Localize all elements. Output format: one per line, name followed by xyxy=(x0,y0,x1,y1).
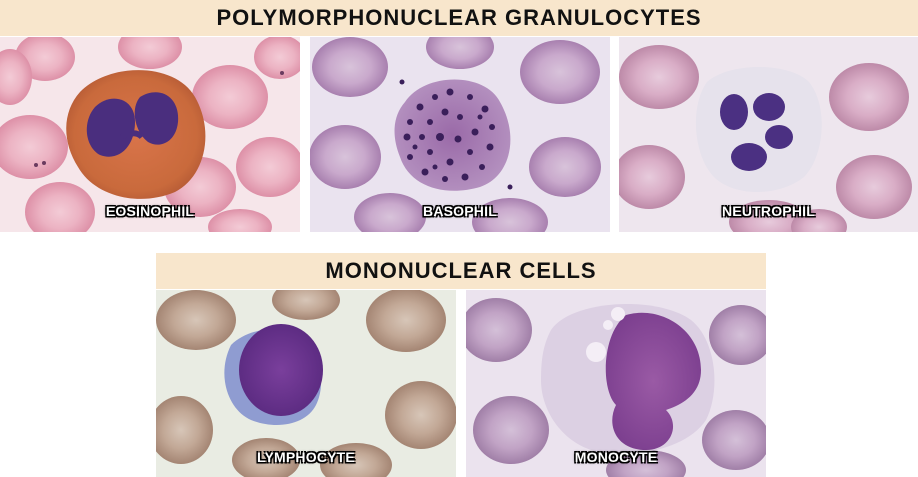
red-blood-cell xyxy=(729,200,809,232)
monocyte-label: MONOCYTE xyxy=(574,449,658,465)
eosinophil-image xyxy=(0,37,300,232)
header-mononuclear-cells: MONONUCLEAR CELLS xyxy=(156,253,766,289)
red-blood-cell xyxy=(829,63,909,131)
red-blood-cell xyxy=(709,305,766,365)
neutrophil-panel: NEUTROPHIL xyxy=(619,37,918,232)
red-blood-cell xyxy=(254,37,300,79)
lymphocyte-label: LYMPHOCYTE xyxy=(257,449,355,465)
neutrophil-cytoplasm xyxy=(695,67,822,192)
lymphocyte-image xyxy=(156,290,456,477)
basophil-label: BASOPHIL xyxy=(423,203,497,219)
basophil-cytoplasm xyxy=(394,79,511,191)
header-bottom-text: MONONUCLEAR CELLS xyxy=(325,258,597,283)
red-blood-cell xyxy=(272,290,340,320)
eosinophil-label: EOSINOPHIL xyxy=(105,203,195,219)
lymphocyte-nucleus xyxy=(239,324,323,416)
red-blood-cell xyxy=(473,396,549,464)
red-blood-cell xyxy=(0,49,32,105)
red-blood-cell xyxy=(0,115,68,179)
red-blood-cell xyxy=(232,438,300,477)
platelet xyxy=(280,71,284,75)
monocyte-vacuole xyxy=(603,320,613,330)
red-blood-cell xyxy=(836,155,912,219)
basophil-panel: BASOPHIL xyxy=(310,37,610,232)
basophil-image xyxy=(310,37,601,232)
red-blood-cell xyxy=(366,290,446,352)
header-top-text: POLYMORPHONUCLEAR GRANULOCYTES xyxy=(216,5,702,30)
red-blood-cell xyxy=(529,137,601,197)
red-blood-cell xyxy=(310,125,381,189)
red-blood-cell xyxy=(312,37,388,97)
red-blood-cell xyxy=(156,396,213,464)
lymphocyte-panel: LYMPHOCYTE xyxy=(156,290,456,477)
monocyte-nucleus xyxy=(605,312,701,450)
red-blood-cell xyxy=(619,45,699,109)
monocyte-panel: MONOCYTE xyxy=(466,290,766,477)
neutrophil-nucleus xyxy=(720,93,793,171)
eosinophil-nucleus-lobe xyxy=(86,98,135,157)
red-blood-cell xyxy=(385,381,456,449)
monocyte-image xyxy=(466,298,766,477)
red-blood-cell xyxy=(208,209,272,232)
red-blood-cell xyxy=(320,443,392,477)
red-blood-cell xyxy=(619,145,685,209)
red-blood-cell xyxy=(466,298,532,362)
header-polymorphonuclear-granulocytes: POLYMORPHONUCLEAR GRANULOCYTES xyxy=(0,0,918,36)
red-blood-cell xyxy=(25,182,95,232)
monocyte-vacuole xyxy=(611,307,625,321)
red-blood-cell xyxy=(606,450,686,477)
neutrophil-image xyxy=(619,45,912,232)
red-blood-cell xyxy=(354,193,426,232)
neutrophil-label: NEUTROPHIL xyxy=(722,203,815,219)
red-blood-cell xyxy=(156,290,236,350)
red-blood-cell xyxy=(472,198,548,232)
platelet xyxy=(34,163,38,167)
monocyte-vacuole xyxy=(586,342,606,362)
basophil-granules xyxy=(399,79,513,190)
red-blood-cell xyxy=(236,137,300,197)
red-blood-cell xyxy=(426,37,494,69)
red-blood-cell xyxy=(118,37,182,69)
eosinophil-nucleus-bridge xyxy=(120,130,145,140)
eosinophil-panel: EOSINOPHIL xyxy=(0,37,300,232)
red-blood-cell xyxy=(702,410,766,470)
platelet xyxy=(42,161,46,165)
red-blood-cell xyxy=(520,40,600,104)
eosinophil-nucleus-lobe xyxy=(134,92,179,145)
red-blood-cell xyxy=(791,209,847,232)
red-blood-cell xyxy=(192,65,268,129)
